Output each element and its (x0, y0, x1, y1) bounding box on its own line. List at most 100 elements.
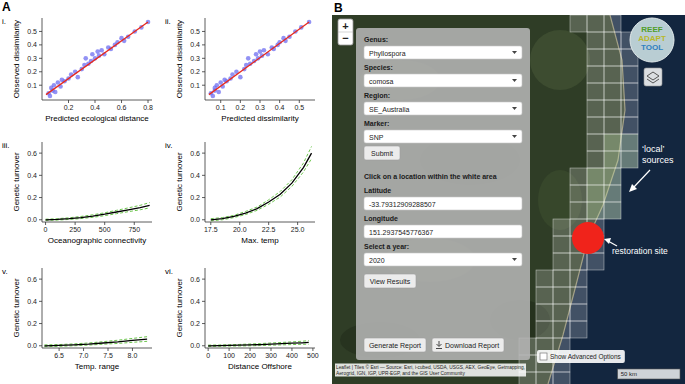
y-tick-label: 0.1 (27, 82, 37, 89)
x-tick (220, 100, 221, 103)
point (75, 75, 80, 80)
attribution: Leaflet | Tiles © Esri — Source: Esri, i… (336, 364, 525, 376)
x-tick (121, 100, 122, 103)
x-tick (104, 222, 105, 225)
form-panel (356, 28, 530, 360)
x-tick-label: 200 (244, 352, 256, 359)
x-tick-label: 0.3 (255, 104, 265, 111)
x-axis-title: Predicted dissimilarity (221, 114, 298, 123)
input[interactable] (364, 197, 522, 210)
x-tick-label: 400 (286, 352, 298, 359)
curve (208, 342, 309, 345)
x-tick-label: 0.4 (275, 104, 285, 111)
x-tick-label: 7.5 (103, 352, 113, 359)
y-tick (39, 197, 42, 198)
x-tick (299, 100, 300, 103)
grid-cell (604, 117, 621, 134)
select[interactable] (364, 102, 522, 115)
panel-letter: A (2, 0, 11, 14)
grid-cell (536, 372, 553, 384)
grid-cell (587, 100, 604, 117)
chart-panel: i.0.20.40.60.80.10.20.30.40.5Predicted e… (2, 17, 153, 123)
x-tick (95, 100, 96, 103)
y-tick (202, 323, 205, 324)
select[interactable] (364, 46, 522, 59)
layers-control[interactable] (644, 68, 662, 86)
y-tick (39, 71, 42, 72)
x-tick (291, 348, 292, 351)
y-axis (205, 268, 206, 348)
y-tick (202, 197, 205, 198)
button[interactable] (364, 146, 400, 160)
y-tick-label: 0.5 (27, 28, 37, 35)
y-tick-label: 0.5 (190, 28, 200, 35)
curve (44, 337, 147, 345)
x-tick-label: 0.8 (143, 104, 153, 111)
x-axis (205, 348, 315, 349)
button-label: Submit (371, 150, 393, 157)
scale-label: 50 km (621, 371, 637, 377)
button[interactable] (364, 338, 426, 352)
button[interactable] (364, 274, 416, 288)
grid-cell (587, 83, 604, 100)
button-label: Generate Report (369, 342, 421, 350)
zoom-out[interactable]: − (342, 32, 348, 44)
curve (46, 208, 150, 220)
x-tick (208, 348, 209, 351)
y-tick-label: 0.2 (190, 68, 200, 75)
x-axis (205, 222, 315, 223)
button[interactable] (432, 338, 504, 352)
grid-cell (587, 185, 604, 202)
select[interactable] (364, 74, 522, 87)
x-tick-label: 750 (128, 226, 140, 233)
x-tick (148, 100, 149, 103)
input[interactable] (364, 225, 522, 238)
grid-cell (604, 83, 621, 100)
x-tick (312, 348, 313, 351)
field-label: Marker: (364, 120, 389, 127)
select[interactable] (364, 130, 522, 143)
select-value: 2020 (369, 257, 385, 264)
grid-cell (570, 304, 587, 321)
x-tick (279, 100, 280, 103)
x-axis-title: Predicted ecological distance (45, 114, 149, 123)
point (211, 94, 216, 99)
text-line: sources (642, 155, 674, 165)
x-axis (42, 222, 152, 223)
point (246, 56, 251, 61)
y-tick (39, 301, 42, 302)
select[interactable] (364, 253, 522, 266)
y-tick (39, 31, 42, 32)
plot-area (46, 20, 150, 99)
text-line: Aerogrid, IGN, IGP, UPR-EGP, and the GIS… (336, 371, 465, 376)
button-label: Download Report (445, 342, 499, 350)
panel-label: iii. (2, 141, 10, 150)
grid-cell (570, 287, 587, 304)
point (95, 49, 100, 54)
chart-panel: ii.0.10.20.30.40.50.10.20.30.40.5Predict… (165, 17, 315, 123)
attribution-bg (335, 364, 526, 377)
button-label: View Results (370, 278, 411, 285)
point (258, 49, 263, 54)
grid-cell (570, 270, 587, 287)
curve (211, 153, 312, 220)
y-axis-title: Observed dissimilarity (175, 20, 184, 98)
y-tick-label: 0.2 (27, 194, 37, 201)
checkbox[interactable] (540, 353, 547, 360)
panel-label: v. (2, 267, 8, 276)
grid-cell (587, 151, 604, 168)
checkbox-label: Show Advanced Options (550, 353, 622, 361)
point (56, 80, 61, 85)
zoom-in[interactable]: + (342, 20, 348, 32)
text-line: ‘local’ (642, 144, 665, 154)
x-tick-label: 0.1 (216, 104, 226, 111)
x-tick-label: 17.5 (204, 226, 218, 233)
point (52, 83, 57, 88)
x-tick-label: 0 (44, 226, 48, 233)
grid-cell (587, 66, 604, 83)
y-tick (202, 345, 205, 346)
x-tick-label: 250 (69, 226, 81, 233)
x-tick-label: 8.0 (128, 352, 138, 359)
x-tick (240, 100, 241, 103)
y-tick (39, 175, 42, 176)
